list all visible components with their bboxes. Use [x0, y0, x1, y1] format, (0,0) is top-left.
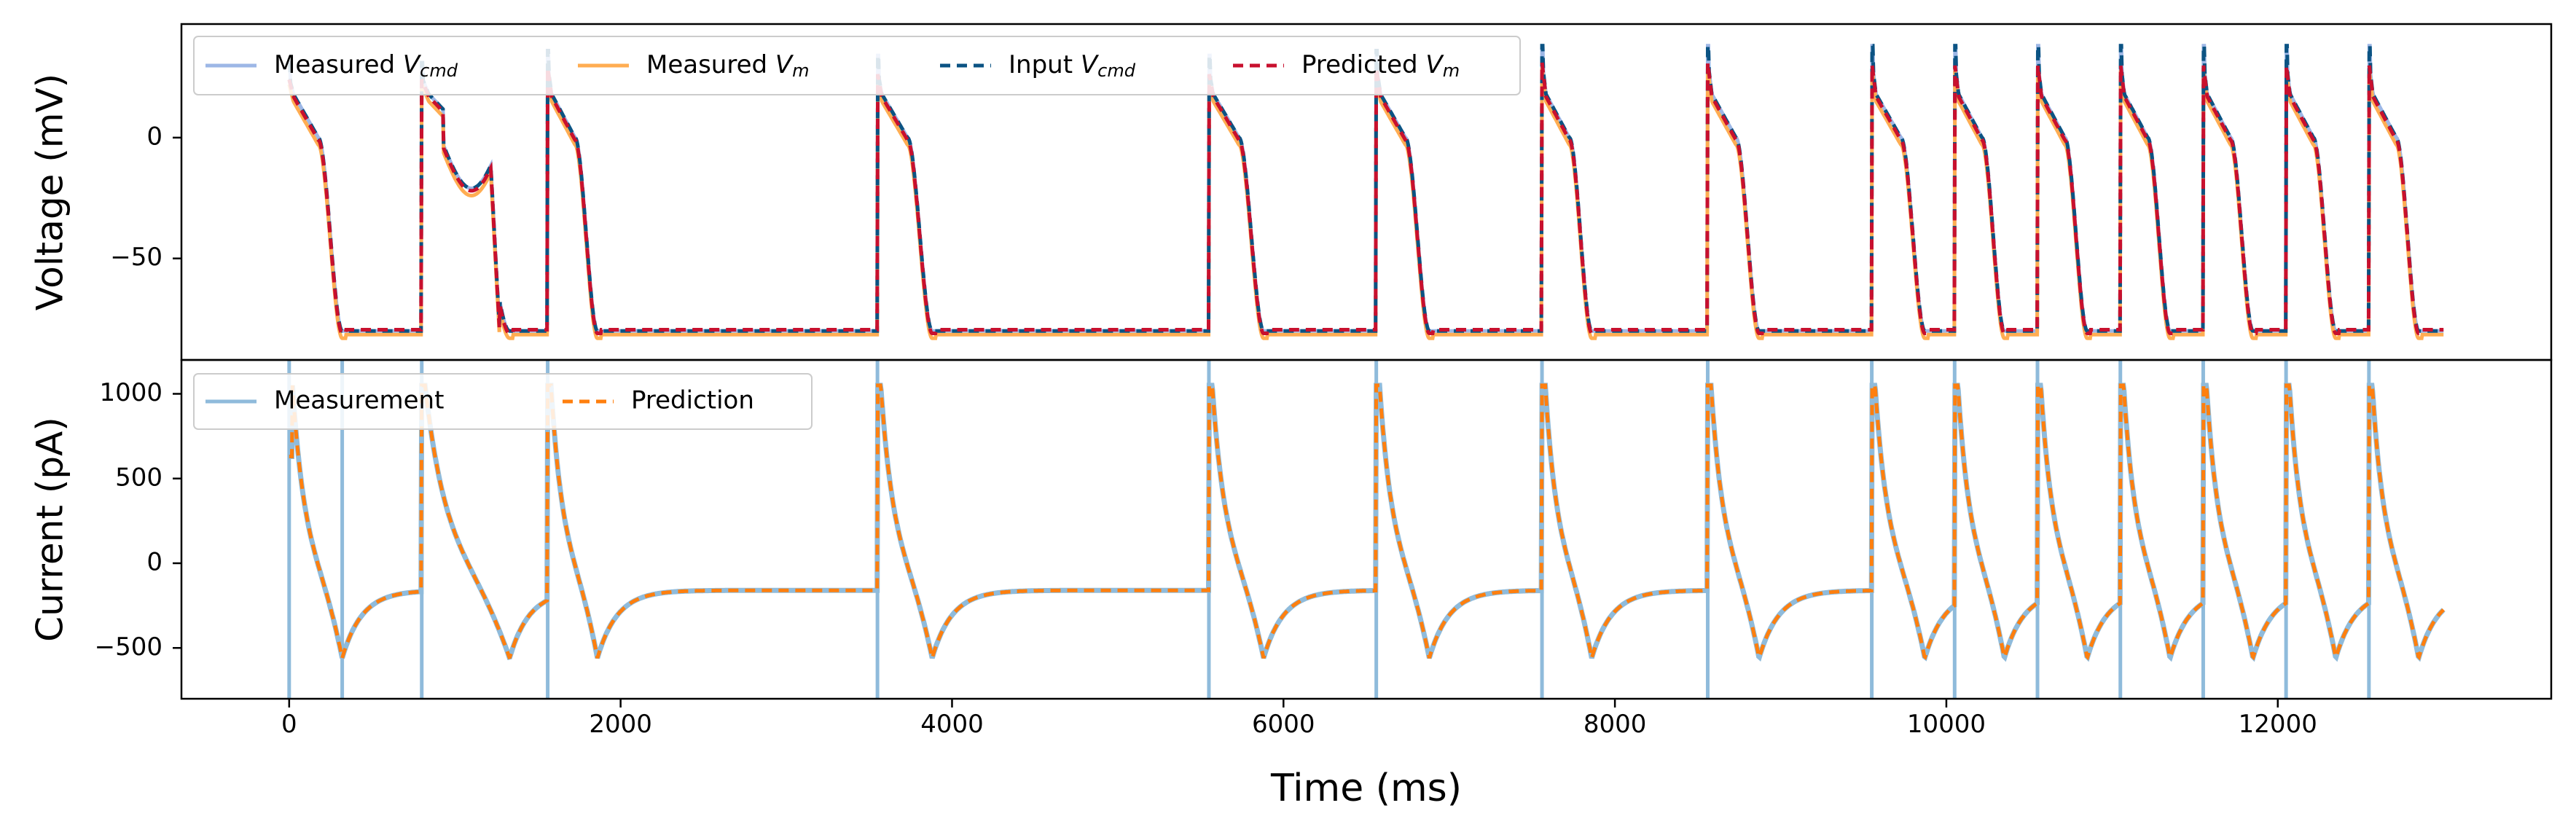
current-legend-label-1: Prediction	[631, 386, 754, 415]
voltage-y-tick-label-0: 0	[146, 122, 163, 151]
x-tick-label-2: 4000	[920, 710, 984, 739]
voltage-series-line-3	[287, 62, 2444, 335]
x-tick-label-5: 10000	[1907, 710, 1986, 739]
legend-layer: Measured Vcmd Measured Vm Input Vcmd Predic…	[193, 36, 1521, 430]
x-tick-label-1: 2000	[589, 710, 652, 739]
current-plot-area	[287, 360, 2446, 699]
current-legend	[193, 373, 813, 430]
voltage-legend-label-1: Measured Vm	[646, 50, 810, 82]
current-axes-frame	[180, 358, 2553, 700]
current-y-tick-label-0: 1000	[99, 378, 163, 407]
x-tick-label-6: 12000	[2239, 710, 2317, 739]
current-y-tick-label-2: 0	[146, 548, 163, 577]
axes-layer: 0 −50 Voltage (mV) 1000 500 0 −500 Current (pA)…	[29, 23, 2553, 739]
current-y-tick-label-3: −500	[95, 632, 163, 662]
current-y-axis-label: Current (pA)	[29, 417, 71, 642]
voltage-legend-label-3: Predicted Vm	[1301, 50, 1460, 82]
voltage-y-axis-label: Voltage (mV)	[29, 74, 71, 310]
x-axis-label: Time (ms)	[1270, 767, 1462, 810]
x-tick-label-3: 6000	[1252, 710, 1315, 739]
x-tick-label-4: 8000	[1583, 710, 1647, 739]
x-tick-label-0: 0	[281, 710, 297, 739]
voltage-plot-area	[287, 44, 2444, 340]
voltage-y-tick-label-1: −50	[110, 243, 163, 272]
voltage-legend-label-0: Measured Vcmd	[274, 50, 458, 82]
current-y-tick-label-1: 500	[115, 463, 163, 492]
voltage-legend-label-2: Input Vcmd	[1009, 50, 1136, 82]
current-legend-label-0: Measurement	[274, 386, 444, 415]
current-prediction-line	[289, 383, 2445, 661]
voltage-legend	[193, 36, 1521, 95]
